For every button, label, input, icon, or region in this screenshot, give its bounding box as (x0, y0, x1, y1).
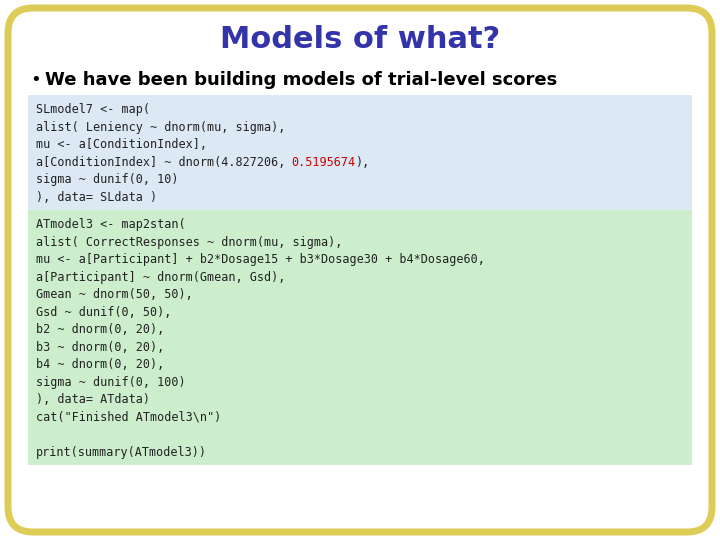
Text: Gsd ~ dunif(0, 50),: Gsd ~ dunif(0, 50), (36, 306, 171, 319)
Text: mu <- a[Participant] + b2*Dosage15 + b3*Dosage30 + b4*Dosage60,: mu <- a[Participant] + b2*Dosage15 + b3*… (36, 253, 485, 266)
Text: a[Participant] ~ dnorm(Gmean, Gsd),: a[Participant] ~ dnorm(Gmean, Gsd), (36, 271, 285, 284)
Text: a[ConditionIndex] ~ dnorm(4.827206,: a[ConditionIndex] ~ dnorm(4.827206, (36, 156, 292, 168)
Text: We have been building models of trial-level scores: We have been building models of trial-le… (45, 71, 557, 89)
Text: ),: ), (355, 156, 369, 168)
Text: mu <- a[ConditionIndex],: mu <- a[ConditionIndex], (36, 138, 207, 151)
Text: alist( Leniency ~ dnorm(mu, sigma),: alist( Leniency ~ dnorm(mu, sigma), (36, 121, 285, 134)
Text: b4 ~ dnorm(0, 20),: b4 ~ dnorm(0, 20), (36, 358, 164, 372)
FancyBboxPatch shape (28, 95, 692, 210)
Text: print(summary(ATmodel3)): print(summary(ATmodel3)) (36, 446, 207, 459)
Text: sigma ~ dunif(0, 100): sigma ~ dunif(0, 100) (36, 376, 186, 389)
Text: ATmodel3 <- map2stan(: ATmodel3 <- map2stan( (36, 218, 186, 231)
Text: ), data= ATdata): ), data= ATdata) (36, 393, 150, 406)
Text: cat("Finished ATmodel3\n"): cat("Finished ATmodel3\n") (36, 411, 221, 424)
Text: SLmodel7 <- map(: SLmodel7 <- map( (36, 103, 150, 116)
Text: sigma ~ dunif(0, 10): sigma ~ dunif(0, 10) (36, 173, 179, 186)
Text: 0.5195674: 0.5195674 (292, 156, 356, 168)
Text: b3 ~ dnorm(0, 20),: b3 ~ dnorm(0, 20), (36, 341, 164, 354)
Text: •: • (30, 71, 41, 89)
Text: Gmean ~ dnorm(50, 50),: Gmean ~ dnorm(50, 50), (36, 288, 193, 301)
Text: alist( CorrectResponses ~ dnorm(mu, sigma),: alist( CorrectResponses ~ dnorm(mu, sigm… (36, 236, 343, 249)
Text: Models of what?: Models of what? (220, 25, 500, 55)
FancyBboxPatch shape (28, 210, 692, 465)
Text: b2 ~ dnorm(0, 20),: b2 ~ dnorm(0, 20), (36, 323, 164, 336)
Text: ), data= SLdata ): ), data= SLdata ) (36, 191, 157, 204)
FancyBboxPatch shape (8, 8, 712, 532)
